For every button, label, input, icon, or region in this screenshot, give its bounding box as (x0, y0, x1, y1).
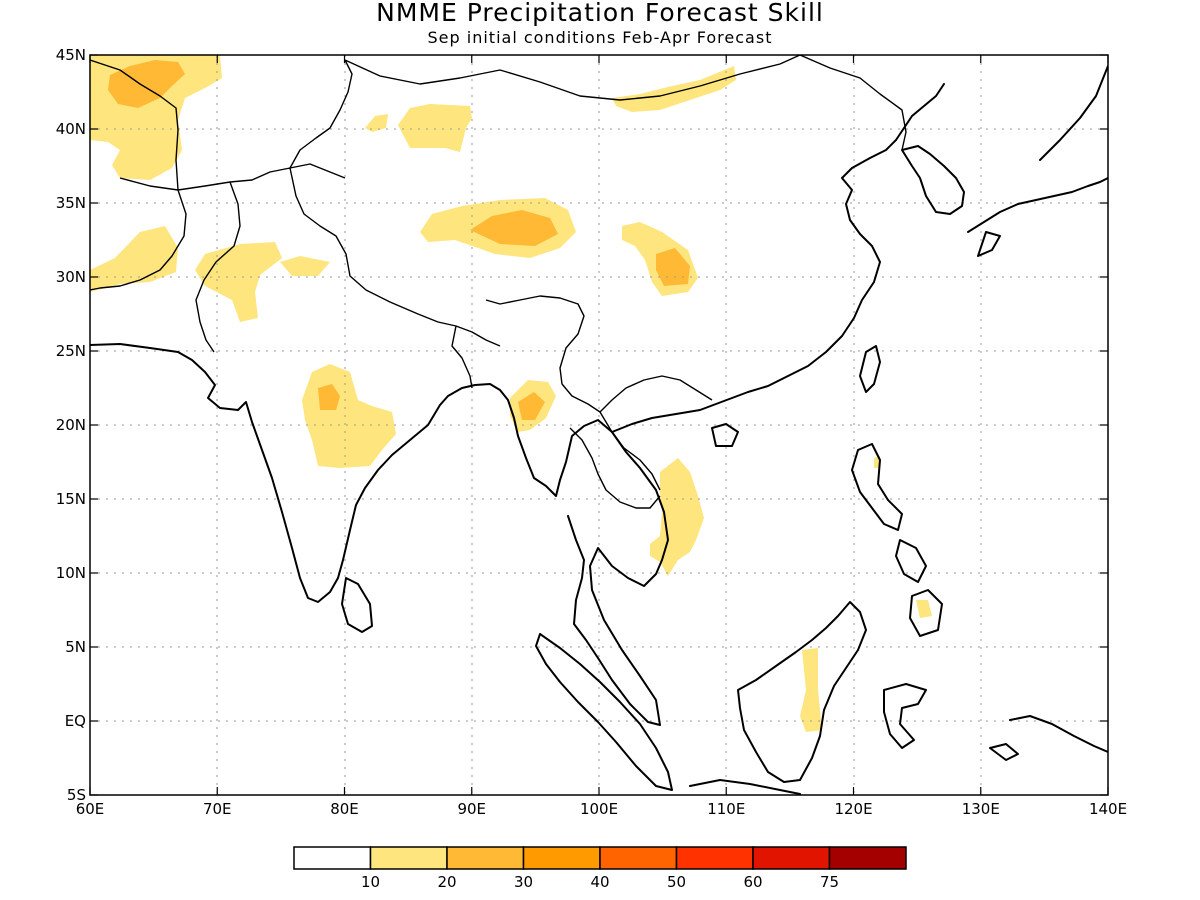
map-subtitle: Sep initial conditions Feb-Apr Forecast (427, 28, 773, 47)
x-tick-label: 100E (580, 800, 618, 818)
x-tick-label: 90E (457, 800, 486, 818)
skill-area-indochina (650, 458, 704, 576)
colorbar-label: 10 (361, 873, 380, 891)
y-tick-label: 20N (56, 416, 86, 434)
gridlines (90, 55, 1108, 795)
colorbar-swatch (675, 846, 754, 870)
skill-area-tianshan (398, 104, 472, 152)
basemap-outlines (90, 55, 1108, 795)
colorbar: 10 20 30 40 50 60 75 (293, 846, 907, 891)
colorbar-swatch (446, 846, 525, 870)
skill-area-small-west (365, 114, 388, 132)
x-tick-label: 130E (962, 800, 1000, 818)
colorbar-swatch (752, 846, 831, 870)
skill-area-myanmar (510, 380, 556, 432)
x-tick-label: 80E (330, 800, 359, 818)
skill-area-borneo (800, 648, 822, 732)
skill-area-central-asia (90, 55, 222, 180)
y-tick-label: 10N (56, 564, 86, 582)
coastline-new-guinea (989, 715, 1108, 761)
x-tick-label: 110E (707, 800, 745, 818)
skill-area-pakistan (195, 242, 282, 322)
coastline-china (611, 83, 945, 433)
x-tick-label: 120E (834, 800, 872, 818)
y-tick-label: 30N (56, 268, 86, 286)
y-tick-label: 35N (56, 194, 86, 212)
skill-area-mindanao (916, 600, 932, 618)
coastline-hainan (711, 423, 739, 447)
colorbar-label: 30 (514, 873, 533, 891)
colorbar-label: 50 (667, 873, 686, 891)
x-tick-label: 140E (1089, 800, 1127, 818)
y-tick-label: 5S (67, 786, 86, 804)
coastline-philippines (851, 443, 943, 637)
coastline-mainland-south-asia (90, 343, 669, 726)
coastline-sri-lanka (341, 577, 373, 633)
coastline-taiwan (859, 345, 881, 393)
colorbar-swatch (369, 846, 448, 870)
colorbar-swatch (522, 846, 601, 870)
y-tick-label: EQ (65, 712, 86, 730)
colorbar-swatch (828, 846, 907, 870)
y-tick-label: 40N (56, 120, 86, 138)
skill-area-central-india (302, 364, 396, 468)
skill-area-tibet (420, 198, 576, 258)
skill-shading (90, 55, 932, 732)
skill-area-mongolia (612, 66, 736, 112)
skill-area-afghanistan (90, 226, 178, 292)
colorbar-label: 20 (437, 873, 456, 891)
map-title: NMME Precipitation Forecast Skill (376, 0, 824, 27)
colorbar-label: 60 (743, 873, 762, 891)
y-tick-label: 15N (56, 490, 86, 508)
colorbar-label: 40 (590, 873, 609, 891)
x-tick-label: 60E (76, 800, 105, 818)
x-tick-label: 70E (203, 800, 232, 818)
y-tick-label: 25N (56, 342, 86, 360)
skill-area-punjab (280, 256, 330, 276)
coastline-borneo (737, 601, 867, 783)
y-tick-label: 5N (65, 638, 86, 656)
coastline-sumatra (535, 633, 673, 791)
coastline-japan (967, 65, 1108, 257)
skill-area-sichuan (622, 222, 698, 296)
colorbar-swatch (293, 846, 372, 870)
coastline-sulawesi (883, 683, 927, 749)
country-borders (90, 55, 907, 509)
colorbar-label: 75 (820, 873, 839, 891)
coastline-korea (901, 145, 965, 215)
colorbar-swatch (599, 846, 678, 870)
axis-labels: 60E 70E 80E 90E 100E 110E 120E 130E 140E 45N 40N 35… (56, 46, 1127, 818)
coastline-java (689, 779, 801, 795)
y-tick-label: 45N (56, 46, 86, 64)
